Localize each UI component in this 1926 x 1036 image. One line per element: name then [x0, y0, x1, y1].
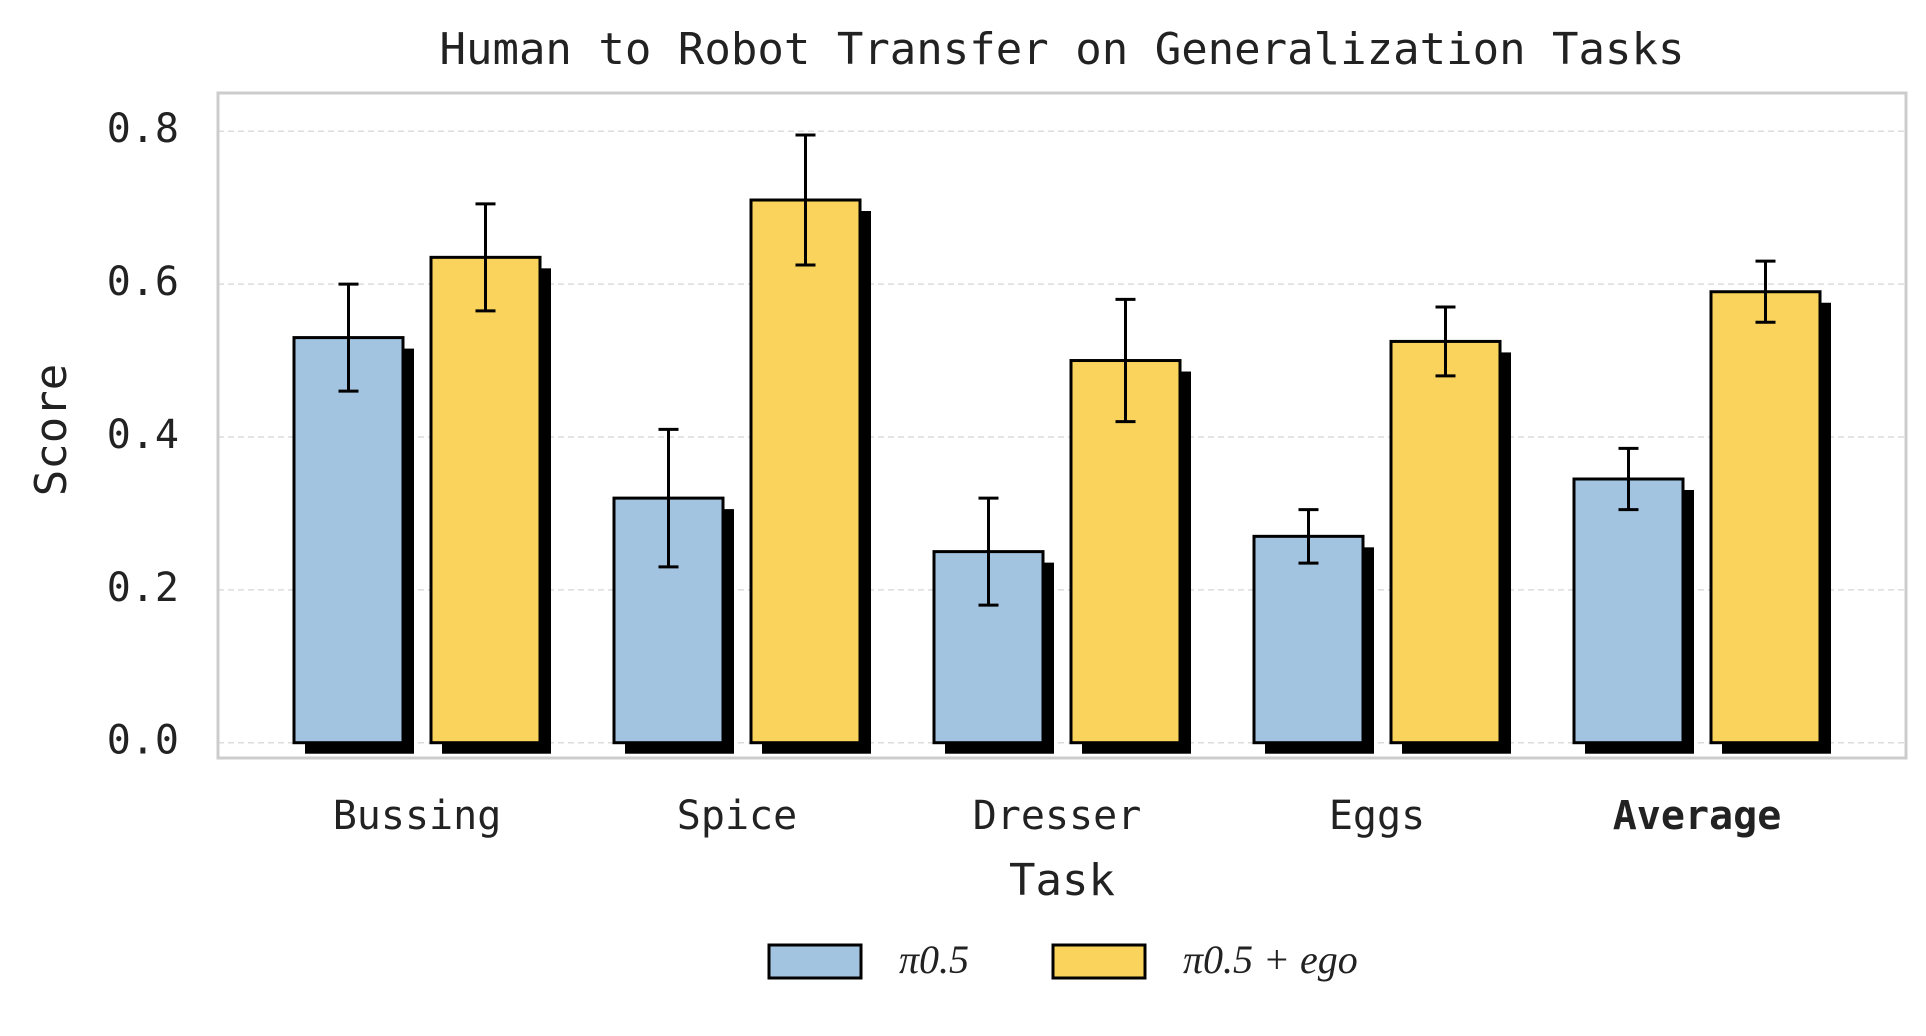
- y-tick-label: 0.0: [107, 718, 179, 764]
- bar: [749, 198, 862, 745]
- error-bar: [1298, 508, 1319, 565]
- legend-label: π0.5: [899, 937, 969, 982]
- chart-title: Human to Robot Transfer on Generalizatio…: [439, 24, 1684, 75]
- bar: [1252, 534, 1365, 745]
- bar: [1389, 339, 1502, 745]
- x-tick-label: Average: [1613, 793, 1782, 839]
- y-tick-label: 0.6: [107, 259, 179, 305]
- bar: [932, 550, 1045, 745]
- error-bar: [1115, 297, 1136, 424]
- bar: [1709, 290, 1822, 745]
- legend-swatch: [767, 943, 863, 980]
- y-axis-label: Score: [26, 364, 77, 496]
- bar: [1069, 359, 1182, 745]
- error-bar: [658, 427, 679, 569]
- x-tick-label: Bussing: [333, 793, 502, 839]
- error-bar: [1435, 305, 1456, 378]
- y-tick-label: 0.4: [107, 412, 179, 458]
- y-tick-label: 0.2: [107, 565, 179, 611]
- plot-frame: [216, 91, 1908, 760]
- x-tick-label: Spice: [677, 793, 797, 839]
- error-bar: [338, 282, 359, 393]
- legend-label: π0.5 + ego: [1183, 937, 1358, 982]
- x-tick-label: Eggs: [1329, 793, 1425, 839]
- error-bar: [1618, 446, 1639, 512]
- error-bar: [978, 496, 999, 607]
- bar: [1572, 477, 1685, 745]
- y-tick-label: 0.8: [107, 106, 179, 152]
- error-bar: [795, 133, 816, 267]
- bar: [429, 255, 542, 745]
- legend-swatch: [1051, 943, 1147, 980]
- error-bar: [1755, 259, 1776, 324]
- x-tick-label: Dresser: [973, 793, 1142, 839]
- error-bar: [475, 202, 496, 313]
- bar: [292, 336, 405, 745]
- x-axis-label: Task: [1009, 855, 1115, 906]
